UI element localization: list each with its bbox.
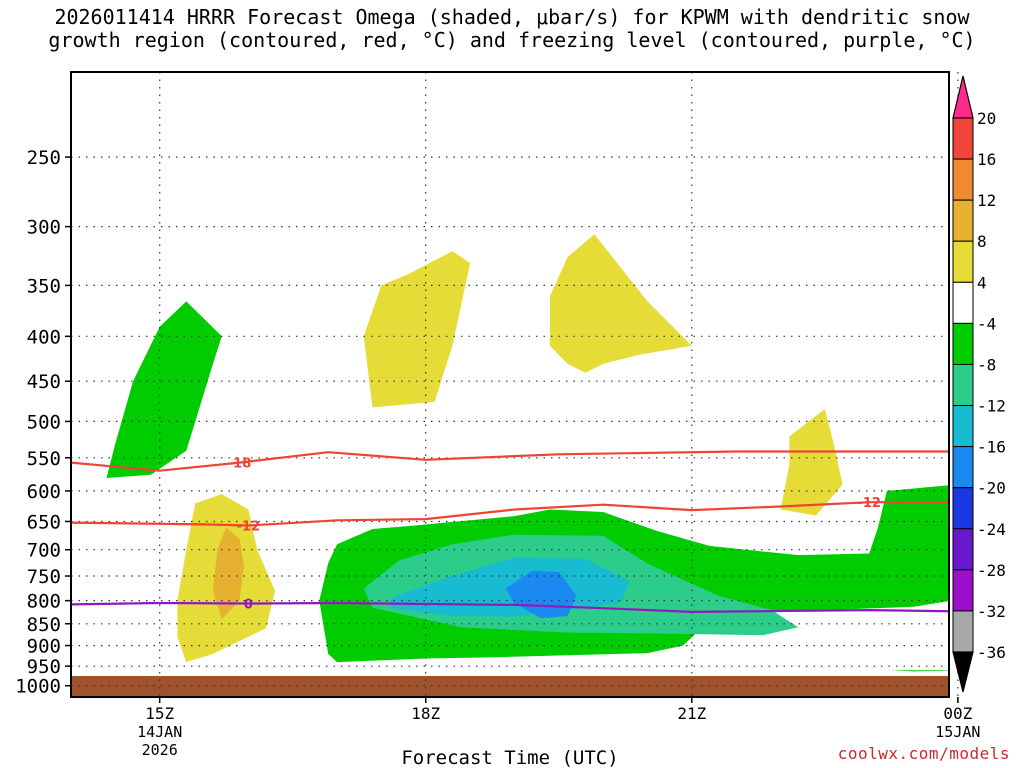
title-line-1: 2026011414 HRRR Forecast Omega (shaded, … xyxy=(54,5,970,29)
omega-region-1 xyxy=(886,670,949,672)
colorbar-label-1: 16 xyxy=(977,150,996,169)
x-tick-sublabel-0-1: 2026 xyxy=(142,741,178,759)
ground-terrain xyxy=(71,676,949,697)
colorbar-label-3: 8 xyxy=(977,232,987,251)
colorbar-swatch-9 xyxy=(952,487,974,530)
y-tick-label-4: 450 xyxy=(27,371,61,393)
omega-region-18 xyxy=(780,409,843,516)
colorbar-swatch-8 xyxy=(952,446,974,489)
colorbar-label-13: -36 xyxy=(977,643,1006,662)
colorbar-label-6: -8 xyxy=(977,355,996,374)
colorbar-swatch-1 xyxy=(952,158,974,201)
y-tick-label-9: 700 xyxy=(27,540,61,562)
colorbar-swatch-10 xyxy=(952,528,974,571)
colorbar-swatch-3 xyxy=(952,240,974,283)
colorbar-label-5: -4 xyxy=(977,314,996,333)
credit-text: coolwx.com/models xyxy=(837,744,1010,763)
y-tick-label-14: 950 xyxy=(27,656,61,678)
y-tick-label-8: 650 xyxy=(27,511,61,533)
colorbar-swatch-0 xyxy=(952,117,974,160)
x-tick-label-2: 21Z xyxy=(677,704,706,723)
contour-label-2-0: 0 xyxy=(244,597,253,612)
y-tick-label-0: 250 xyxy=(27,147,61,169)
colorbar-swatch-4 xyxy=(952,281,974,324)
contour-layer: -18-18-18-12-12-12000 xyxy=(71,450,949,613)
colorbar-label-10: -24 xyxy=(977,520,1006,539)
x-tick-label-0: 15Z xyxy=(145,704,174,723)
title-line-2: growth region (contoured, red, °C) and f… xyxy=(48,28,976,52)
contour-line-2 xyxy=(71,601,949,613)
y-tick-label-5: 500 xyxy=(27,411,61,433)
x-axis-label: Forecast Time (UTC) xyxy=(401,747,618,768)
y-tick-label-15: 1000 xyxy=(15,676,61,698)
colorbar-label-12: -32 xyxy=(977,602,1006,621)
chart-title: 2026011414 HRRR Forecast Omega (shaded, … xyxy=(0,6,1024,52)
colorbar-label-9: -20 xyxy=(977,479,1006,498)
x-axis: 15Z14JAN202618Z21Z00Z15JAN03Z06Z xyxy=(137,697,980,759)
contour-line-1 xyxy=(71,501,949,527)
colorbar-swatch-2 xyxy=(952,199,974,242)
y-tick-label-3: 400 xyxy=(27,326,61,348)
y-tick-label-2: 350 xyxy=(27,275,61,297)
omega-region-3 xyxy=(106,301,222,478)
y-tick-label-6: 550 xyxy=(27,448,61,470)
colorbar-label-4: 4 xyxy=(977,273,987,292)
y-tick-label-10: 750 xyxy=(27,566,61,588)
omega-region-16 xyxy=(363,251,471,408)
omega-shading-layer xyxy=(106,234,949,672)
x-tick-label-3: 00Z xyxy=(943,704,972,723)
omega-region-17 xyxy=(549,234,692,373)
colorbar-swatch-11 xyxy=(952,569,974,612)
colorbar-label-0: 20 xyxy=(977,109,996,128)
colorbar-label-7: -12 xyxy=(977,397,1006,416)
x-tick-sublabel-0-0: 14JAN xyxy=(137,723,182,741)
x-tick-sublabel-3-0: 15JAN xyxy=(935,723,980,741)
contour-label-1-0: -12 xyxy=(237,520,261,535)
y-tick-label-12: 850 xyxy=(27,614,61,636)
colorbar-swatch-6 xyxy=(952,363,974,407)
contour-line-0 xyxy=(71,450,949,472)
contour-label-0-0: -18 xyxy=(228,457,252,472)
colorbar-swatch-12 xyxy=(952,610,974,653)
y-tick-label-1: 300 xyxy=(27,217,61,239)
colorbar-swatch-7 xyxy=(952,405,974,448)
colorbar-swatch-5 xyxy=(952,322,974,365)
x-tick-label-1: 18Z xyxy=(411,704,440,723)
colorbar-arrow-top xyxy=(952,75,974,119)
colorbar-label-8: -16 xyxy=(977,438,1006,457)
colorbar-arrow-bottom xyxy=(952,651,974,693)
colorbar-label-11: -28 xyxy=(977,561,1006,580)
y-axis: 2503003504004505005506006507007508008509… xyxy=(15,147,71,698)
plot-frame xyxy=(70,71,950,698)
contour-label-1-1: -12 xyxy=(857,496,881,511)
y-tick-label-13: 900 xyxy=(27,636,61,658)
y-tick-label-11: 800 xyxy=(27,591,61,613)
colorbar: 20 16 12 8 4 -4 -8 -12 -16 -20 -24 -28 -32 -36 xyxy=(952,75,1006,693)
y-tick-label-7: 600 xyxy=(27,481,61,503)
colorbar-label-2: 12 xyxy=(977,191,996,210)
